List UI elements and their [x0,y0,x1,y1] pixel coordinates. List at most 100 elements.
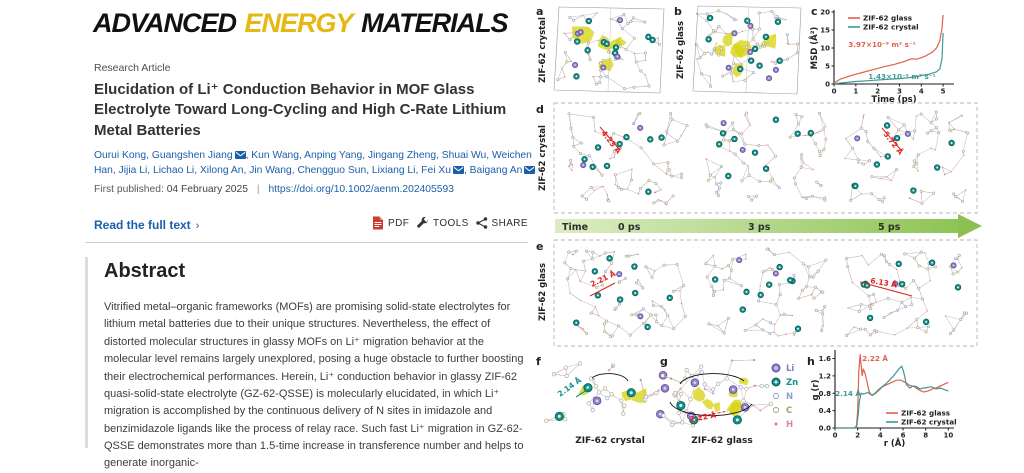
svg-text:0.0: 0.0 [819,425,832,433]
author-link[interactable]: Kun Wang [251,150,299,161]
tools-button[interactable]: TOOLS [416,217,469,230]
author-link[interactable]: Jingang Zheng [368,150,436,161]
share-icon [476,217,488,229]
svg-text:h: h [807,355,815,368]
svg-text:C: C [786,406,792,416]
author-link[interactable]: Guangshen Jiang [152,150,233,161]
journal-logo-word3: MATERIALS [361,8,508,38]
molecule-d1 [705,112,827,201]
read-full-text-link[interactable]: Read the full text › [94,218,199,232]
email-icon[interactable] [235,151,246,159]
svg-text:2: 2 [855,432,860,440]
svg-text:ZIF-62 crystal: ZIF-62 crystal [538,17,548,83]
svg-text:ZIF-62 glass: ZIF-62 glass [901,409,950,418]
svg-text:0: 0 [825,81,830,89]
svg-text:ZIF-62 glass: ZIF-62 glass [538,263,548,321]
svg-text:MSD (Å²): MSD (Å²) [809,27,820,70]
molecule-d2 [844,111,969,205]
article-type-label: Research Article [94,62,170,74]
abstract-heading: Abstract [104,260,185,283]
svg-text:1.6: 1.6 [819,355,832,363]
svg-text:ZIF-62 crystal: ZIF-62 crystal [538,125,548,191]
molecule-a [554,7,664,93]
svg-text:ZIF-62 crystal: ZIF-62 crystal [575,436,645,446]
email-icon[interactable] [453,166,464,174]
svg-text:2.14 Å: 2.14 Å [835,389,861,398]
author-link[interactable]: Jin Wang [249,165,292,176]
molecule-e2 [845,251,967,337]
author-link[interactable]: Shuai Wu [442,150,486,161]
author-link[interactable]: Xilong An [200,165,244,176]
author-link[interactable]: Chengguo Sun [297,165,366,176]
svg-text:1: 1 [853,88,858,96]
svg-text:5: 5 [825,63,830,71]
share-label: SHARE [492,218,528,229]
svg-text:10: 10 [943,432,953,440]
svg-text:N: N [786,392,793,402]
svg-text:ZIF-62 glass: ZIF-62 glass [676,21,686,79]
chevron-right-icon: › [196,220,200,232]
author-link[interactable]: Ourui Kong [94,150,146,161]
svg-text:20: 20 [820,9,830,17]
abstract-accent-bar [85,257,88,448]
first-published-label: First published: [94,184,164,195]
svg-text:0: 0 [833,432,838,440]
author-link[interactable]: Anping Yang [304,150,362,161]
svg-text:ZIF-62 crystal: ZIF-62 crystal [863,23,919,32]
action-bar: PDF TOOLS SHARE [372,216,528,230]
journal-logo-word1: ADVANCED [93,8,236,38]
authors-line: Ourui Kong, Guangshen Jiang, Kun Wang, A… [94,148,540,179]
svg-text:f: f [536,355,541,368]
svg-text:3.97×10⁻⁹ m² s⁻¹: 3.97×10⁻⁹ m² s⁻¹ [848,40,916,49]
svg-text:a: a [536,5,543,18]
molecule-e1 [705,248,827,337]
molecule-b [693,6,801,94]
svg-text:1.43×10⁻⁹ m² s⁻¹: 1.43×10⁻⁹ m² s⁻¹ [868,72,936,81]
tools-label: TOOLS [433,218,469,229]
svg-text:2.22 Å: 2.22 Å [862,354,888,363]
svg-text:ZIF-62 crystal: ZIF-62 crystal [901,418,957,427]
svg-text:5: 5 [941,88,946,96]
svg-text:b: b [674,5,682,18]
svg-text:r (Å): r (Å) [884,438,906,448]
author-link[interactable]: Fei Xu [421,165,451,176]
first-published-line: First published: 04 February 2025 | http… [94,184,454,195]
separator: | [257,184,260,195]
doi-link[interactable]: https://doi.org/10.1002/aenm.202405593 [268,184,454,195]
svg-text:8: 8 [923,432,928,440]
time-arrow: Time 0 ps 3 ps 5 ps [555,214,982,238]
svg-text:Zn: Zn [786,378,798,388]
section-divider [85,242,528,243]
read-full-text-label: Read the full text [94,218,191,232]
pdf-button[interactable]: PDF [372,216,409,230]
journal-logo-word2: ENERGY [243,8,355,38]
svg-text:0 ps: 0 ps [618,222,641,233]
svg-text:g: g [660,355,668,368]
svg-text:e: e [536,240,543,253]
share-button[interactable]: SHARE [476,217,528,229]
first-published-date: 04 February 2025 [167,184,248,195]
author-link[interactable]: Lichao Li [153,165,194,176]
author-link[interactable]: Lixiang Li [372,165,416,176]
journal-logo[interactable]: ADVANCED ENERGY MATERIALS [93,8,508,39]
svg-text:ZIF-62 glass: ZIF-62 glass [691,436,752,446]
molecule-g [661,359,773,427]
svg-text:10: 10 [820,45,830,53]
author-link[interactable]: Jijia Li [119,165,148,176]
abstract-text: Vitrified metal–organic frameworks (MOFs… [104,299,532,473]
svg-text:Time: Time [562,222,588,233]
svg-text:g (r): g (r) [811,379,821,400]
svg-text:5 ps: 5 ps [878,222,901,233]
svg-text:d: d [536,103,544,116]
svg-text:3 ps: 3 ps [748,222,771,233]
svg-text:ZIF-62 glass: ZIF-62 glass [863,14,912,23]
author-link[interactable]: Baigang An [470,165,523,176]
svg-text:15: 15 [820,27,830,35]
molecule-e0 [564,250,687,338]
page-title: Elucidation of Li⁺ Conduction Behavior i… [94,80,518,141]
